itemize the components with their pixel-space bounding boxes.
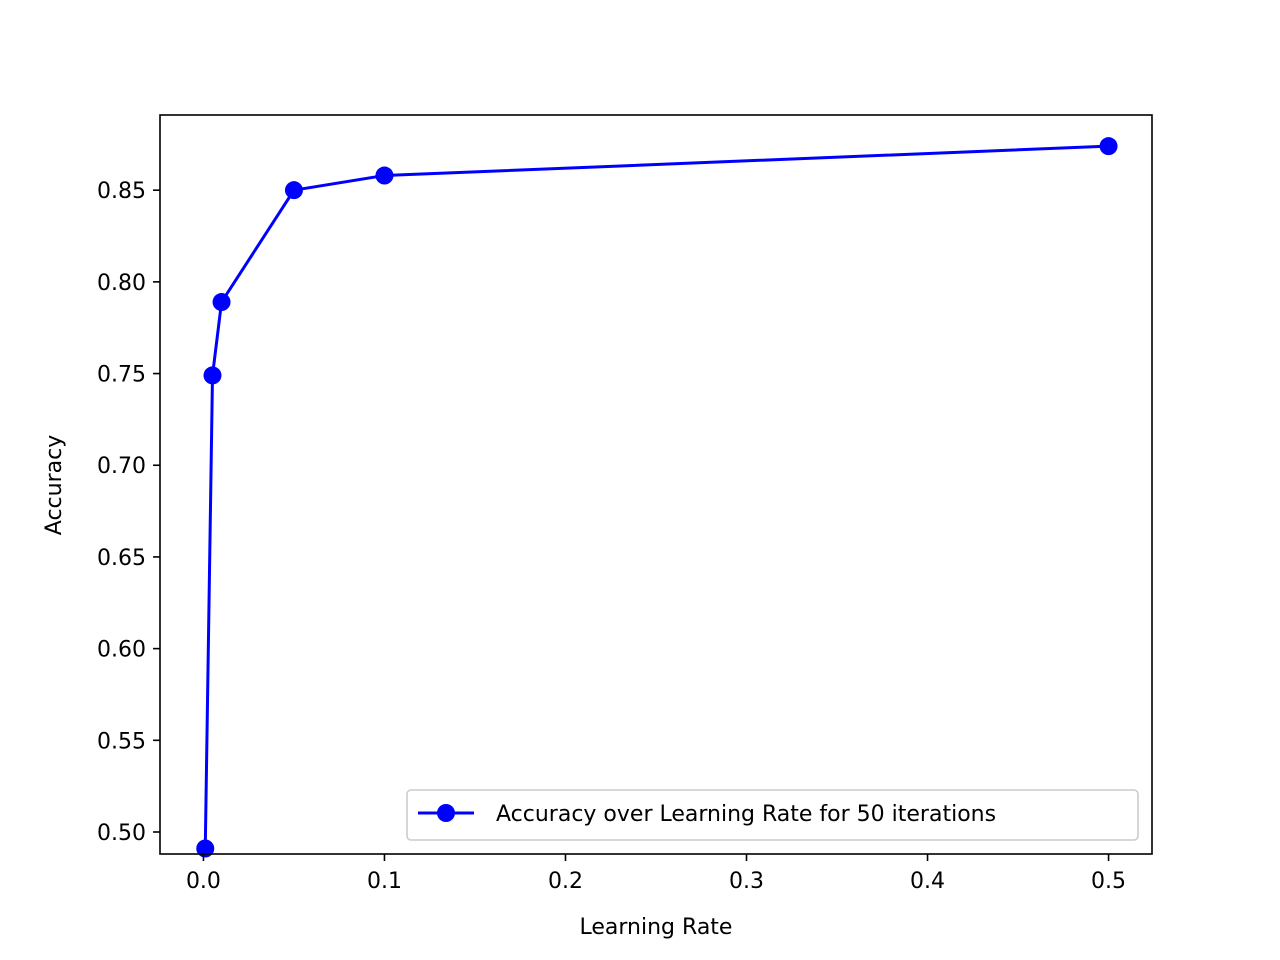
y-tick-label: 0.85: [97, 179, 146, 204]
x-axis-label: Learning Rate: [580, 915, 733, 940]
y-axis-ticks: 0.50 0.55 0.60 0.65 0.70 0.75 0.80 0.85: [97, 179, 160, 846]
x-tick-label: 0.4: [910, 869, 945, 894]
y-tick-label: 0.60: [97, 638, 146, 663]
data-point: [212, 293, 231, 312]
x-tick-label: 0.1: [367, 869, 402, 894]
legend-label: Accuracy over Learning Rate for 50 itera…: [496, 802, 996, 827]
plot-area: [160, 115, 1152, 854]
y-tick-label: 0.55: [97, 729, 146, 754]
data-point: [196, 839, 215, 858]
x-axis-ticks: 0.0 0.1 0.2 0.3 0.4 0.5: [186, 854, 1126, 894]
y-tick-label: 0.80: [97, 271, 146, 296]
y-axis-label: Accuracy: [42, 435, 67, 535]
data-point: [375, 166, 394, 185]
series-line: [203, 144, 1109, 849]
data-point: [203, 366, 222, 385]
y-tick-label: 0.50: [97, 821, 146, 846]
y-tick-label: 0.70: [97, 454, 146, 479]
legend: Accuracy over Learning Rate for 50 itera…: [406, 789, 1139, 841]
data-point: [284, 181, 303, 200]
x-tick-label: 0.2: [548, 869, 583, 894]
data-point: [1099, 137, 1118, 156]
axes-frame: [159, 114, 1153, 855]
x-tick-label: 0.3: [729, 869, 764, 894]
x-tick-label: 0.0: [186, 869, 221, 894]
y-tick-label: 0.75: [97, 363, 146, 388]
legend-box: [406, 789, 1139, 841]
x-tick-label: 0.5: [1091, 869, 1126, 894]
series-layer: [196, 137, 1118, 858]
legend-marker-sample: [437, 804, 455, 822]
y-tick-label: 0.65: [97, 546, 146, 571]
